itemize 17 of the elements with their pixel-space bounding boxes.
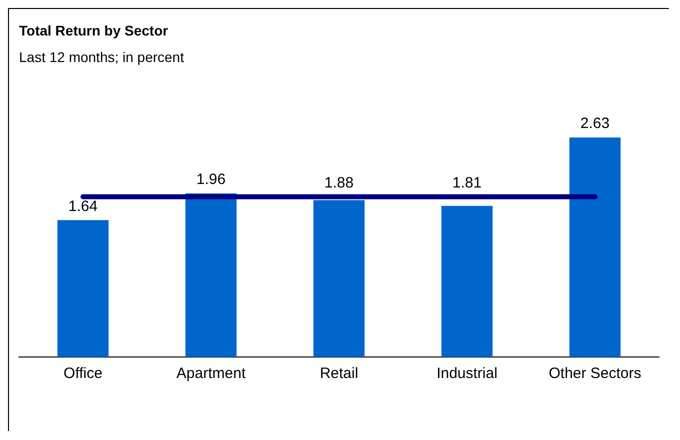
x-tick-label: Other Sectors — [548, 365, 642, 382]
data-label: 2.63 — [580, 115, 610, 132]
bar — [441, 206, 493, 357]
chart-title: Total Return by Sector — [19, 22, 169, 38]
bar — [313, 200, 365, 357]
data-label: 1.81 — [452, 174, 482, 192]
x-tick-label: Industrial — [436, 365, 498, 382]
chart-subtitle: Last 12 months; in percent — [19, 49, 184, 66]
data-label: 1.96 — [196, 171, 226, 188]
bar — [185, 193, 237, 357]
data-label: 1.64 — [68, 198, 98, 215]
bar — [57, 220, 109, 357]
x-tick-label: Retail — [320, 365, 358, 382]
x-tick-label: Office — [64, 365, 102, 382]
data-label: 1.88 — [324, 174, 354, 192]
x-tick-label: Apartment — [176, 365, 246, 382]
bar — [569, 137, 621, 357]
